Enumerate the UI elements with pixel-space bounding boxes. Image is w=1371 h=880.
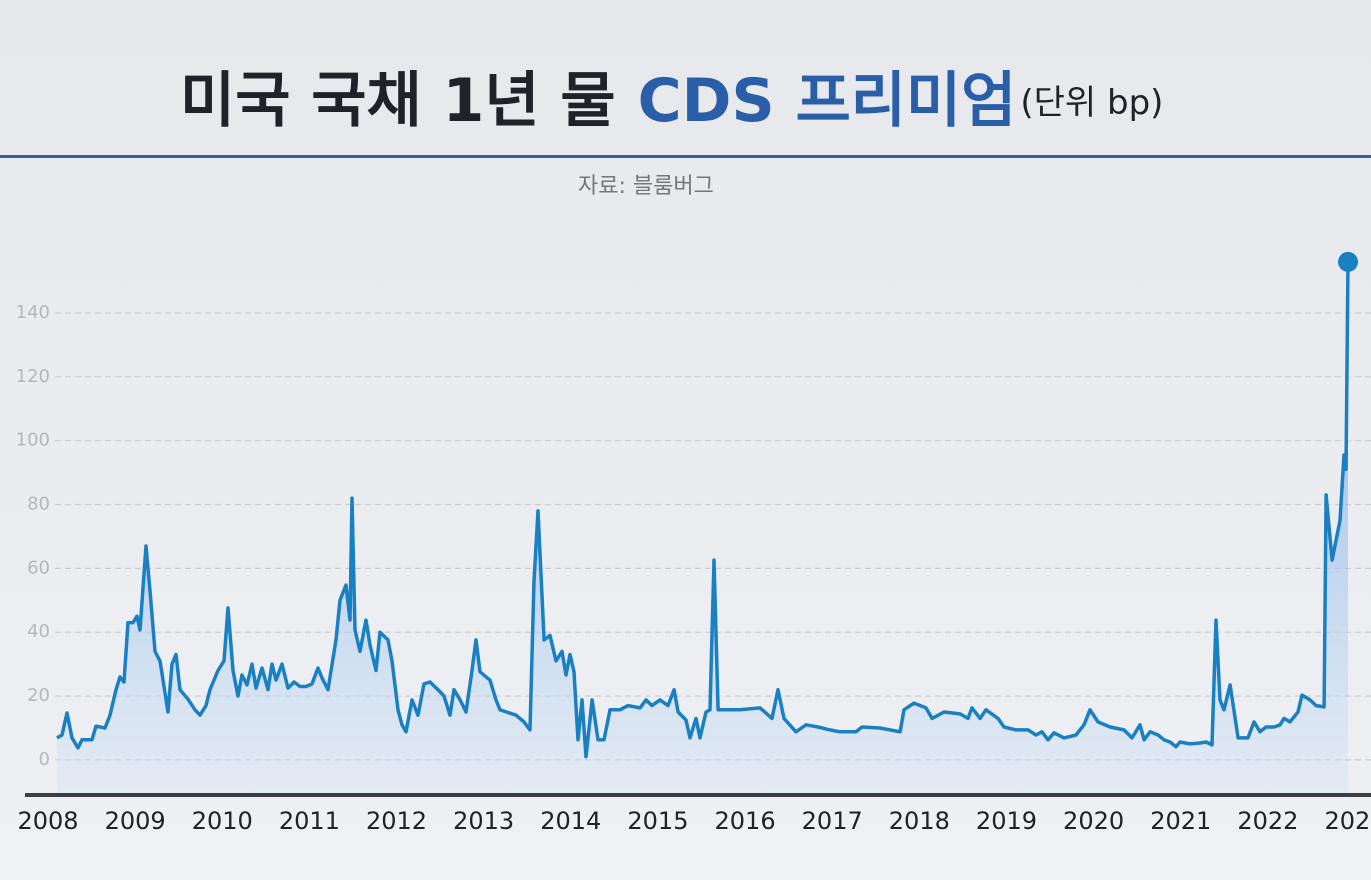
source-note: 자료: 블룸버그 (578, 174, 714, 199)
x-tick-label: 2010 (192, 807, 253, 835)
x-tick-label: 2012 (366, 807, 427, 835)
y-tick-label: 40 (27, 621, 50, 642)
x-tick-label: 2013 (453, 807, 514, 835)
y-tick-label: 140 (16, 302, 50, 323)
title-rule (0, 155, 1371, 158)
x-tick-label: 2018 (889, 807, 950, 835)
x-tick-label: 2008 (17, 807, 78, 835)
x-tick-label: 2019 (976, 807, 1037, 835)
title-highlight: CDS 프리미엄 (638, 66, 1017, 136)
title-unit: (단위 bp) (1020, 83, 1163, 123)
y-tick-label: 100 (16, 430, 50, 451)
x-tick-label: 2011 (279, 807, 340, 835)
y-tick-label: 120 (16, 366, 50, 387)
x-tick-label: 2017 (802, 807, 863, 835)
y-tick-label: 0 (39, 749, 50, 770)
x-tick-label: 2016 (715, 807, 776, 835)
x-tick-label: 2014 (540, 807, 601, 835)
x-axis-line (25, 793, 1371, 797)
y-tick-label: 20 (27, 685, 50, 706)
line (56, 261, 1350, 759)
x-tick-label: 2009 (105, 807, 166, 835)
y-tick-label: 60 (27, 557, 50, 578)
x-tick-label: 2020 (1063, 807, 1124, 835)
x-tick-label: 2021 (1150, 807, 1211, 835)
chart-title: 미국 국채 1년 물 CDS 프리미엄 (단위 bp) (180, 66, 1163, 136)
end-point (1338, 251, 1359, 272)
x-tick-label: 2022 (1237, 807, 1298, 835)
x-tick-label: 2023 (1324, 807, 1371, 835)
y-tick-label: 80 (27, 494, 50, 515)
area (57, 261, 1348, 793)
title-main: 미국 국채 1년 물 (180, 66, 616, 136)
x-tick-label: 2015 (627, 807, 688, 835)
